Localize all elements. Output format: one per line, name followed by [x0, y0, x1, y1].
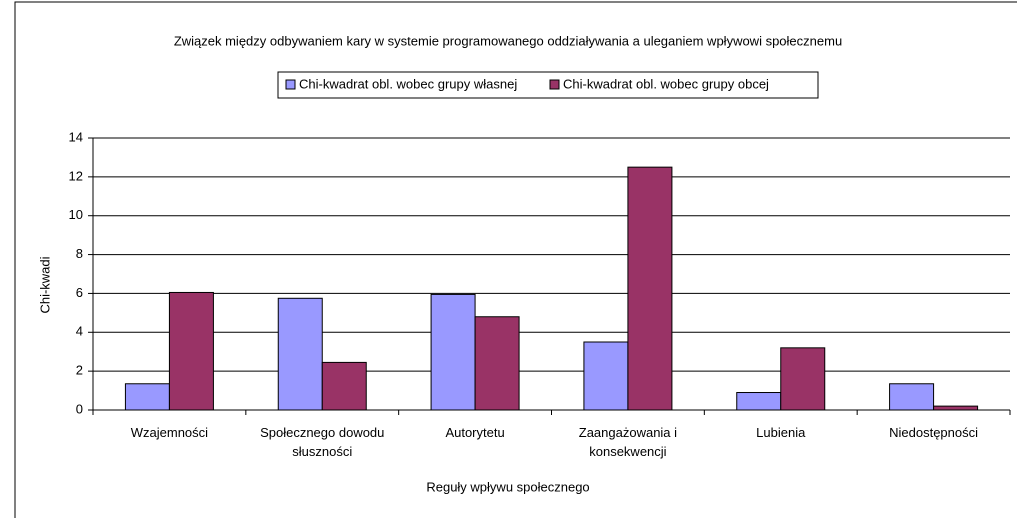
bar — [736, 392, 782, 411]
x-tick-label-box: Lubienia — [756, 425, 806, 440]
legend-label: Chi-kwadrat obl. wobec grupy własnej — [299, 76, 517, 91]
y-tick-label: 10 — [69, 207, 83, 222]
bar — [933, 405, 979, 411]
y-tick-label: 14 — [69, 129, 83, 144]
x-tick-label: Wzajemności — [130, 425, 209, 440]
bar — [168, 291, 214, 411]
bar — [627, 166, 673, 411]
bar — [277, 297, 323, 411]
y-tick-label: 0 — [76, 401, 83, 416]
bar — [124, 383, 170, 411]
x-tick-label: Lubienia — [756, 425, 806, 440]
y-axis-title: Chi-kwadi — [37, 256, 52, 313]
bar — [780, 347, 826, 411]
bar — [321, 361, 367, 411]
bar — [889, 383, 935, 411]
legend-swatch — [549, 79, 560, 90]
legend-swatch — [285, 79, 296, 90]
x-tick-label-box: Autorytetu — [445, 425, 505, 440]
bar — [430, 293, 476, 411]
x-axis-title: Reguły wpływu społecznego — [426, 479, 589, 494]
bar — [474, 316, 520, 411]
x-tick-label: Autorytetu — [445, 425, 505, 440]
y-tick-label: 2 — [76, 363, 83, 378]
y-tick-label: 4 — [76, 324, 83, 339]
x-tick-label: Niedostępności — [889, 425, 979, 440]
y-tick-label: 8 — [76, 246, 83, 261]
legend-label: Chi-kwadrat obl. wobec grupy obcej — [563, 76, 769, 91]
x-tick-label: Zaangażowania i konsekwencji — [578, 425, 678, 459]
y-tick-label: 12 — [69, 168, 83, 183]
chart-frame — [14, 1, 1017, 518]
x-tick-label-box: Wzajemności — [130, 425, 209, 440]
y-tick-label: 6 — [76, 285, 83, 300]
bar — [583, 341, 629, 411]
x-tick-label-box: Społecznego dowodu słuszności — [260, 425, 385, 459]
x-tick-label: Społecznego dowodu słuszności — [260, 425, 385, 459]
x-tick-label-box: Niedostępności — [889, 425, 979, 440]
x-tick-label-box: Zaangażowania i konsekwencji — [578, 425, 678, 459]
chart-title: Związek między odbywaniem kary w systemi… — [174, 33, 842, 48]
legend-box — [277, 71, 819, 99]
